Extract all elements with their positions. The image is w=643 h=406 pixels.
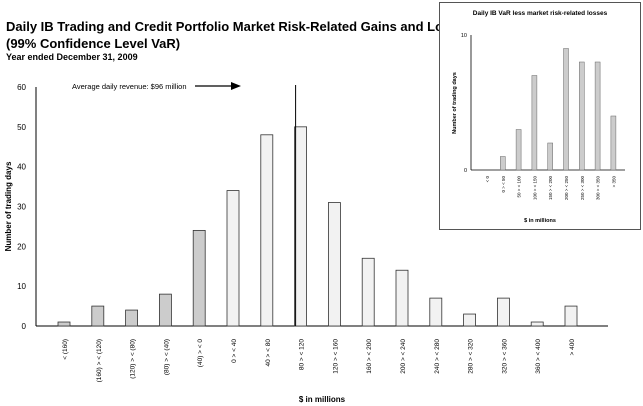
x-tick-label: (40) > < 0 [197, 339, 204, 368]
inset-x-tick-label: < 0 [485, 176, 490, 183]
x-tick-label: 80 > < 120 [299, 339, 306, 370]
y-tick-label: 60 [17, 83, 26, 92]
bar [564, 305, 578, 327]
x-tick-label: 280 > < 320 [468, 339, 475, 374]
x-tick-label: (80) > < (40) [163, 339, 170, 375]
inset-bar [563, 48, 569, 171]
bar [226, 190, 240, 327]
y-tick-label: 10 [17, 282, 26, 291]
x-tick-label: (120) > < (80) [130, 339, 137, 379]
bar [57, 321, 71, 327]
bar [530, 321, 544, 327]
x-axis-title: $ in millions [299, 395, 346, 404]
inset-x-tick-label: 0 > < 50 [501, 176, 506, 193]
bar [294, 126, 308, 327]
x-tick-label: 360 > < 400 [535, 339, 542, 374]
inset-bar [594, 61, 601, 171]
inset-x-tick-label: 200 > < 250 [564, 176, 569, 201]
inset-bar [500, 156, 506, 171]
inset-x-tick-label: 100 > < 150 [532, 176, 537, 201]
inset-bar [531, 75, 538, 171]
x-tick-label: 240 > < 280 [434, 339, 441, 374]
inset-y-tick-label: 10 [461, 33, 467, 39]
inset-x-tick-label: 50 > < 100 [517, 176, 522, 198]
inset-bar [579, 61, 585, 171]
y-tick-label: 40 [17, 163, 26, 172]
y-tick-label: 20 [17, 242, 26, 251]
inset-y-tick-label: 0 [464, 168, 467, 174]
bar [496, 297, 510, 327]
x-tick-label: 320 > < 360 [501, 339, 508, 374]
x-tick-label: 120 > < 160 [332, 339, 339, 374]
bar [91, 305, 105, 327]
x-tick-label: 160 > < 200 [366, 339, 373, 374]
average-annotation: Average daily revenue: $96 million [72, 82, 187, 91]
x-tick-label: 0 > < 40 [231, 339, 238, 363]
inset-x-tick-label: 150 > < 200 [548, 176, 553, 201]
inset-title: Daily IB VaR less market risk-related lo… [473, 10, 608, 17]
bar [395, 269, 409, 327]
bar [125, 309, 138, 327]
inset-bar [547, 142, 553, 171]
x-tick-label: 40 > < 80 [265, 339, 272, 367]
x-tick-label: 200 > < 240 [400, 339, 407, 374]
bar [158, 293, 172, 327]
bar [463, 313, 477, 327]
inset-y-axis-title: Number of trading days [452, 72, 458, 134]
y-tick-label: 30 [17, 203, 26, 212]
bar [260, 134, 274, 327]
inset-x-tick-label: 250 > < 300 [580, 176, 585, 201]
inset-chart-frame [439, 2, 641, 230]
bar [429, 297, 443, 327]
annotation-arrow-head [231, 82, 241, 90]
inset-x-tick-label: 300 > < 350 [596, 176, 601, 201]
bar [361, 257, 375, 327]
inset-x-tick-label: > 350 [611, 176, 616, 188]
inset-bar [610, 115, 617, 171]
chart-subtitle: (99% Confidence Level VaR) [6, 36, 181, 51]
x-tick-label: < (160) [62, 339, 69, 360]
y-tick-label: 50 [17, 123, 26, 132]
inset-bar [515, 129, 522, 171]
chart-title: Daily IB Trading and Credit Portfolio Ma… [6, 19, 472, 34]
y-tick-label: 0 [22, 322, 27, 331]
inset-x-axis-title: $ in millions [524, 218, 556, 224]
bar [192, 229, 206, 327]
x-tick-label: (160) > < (120) [96, 339, 103, 382]
y-axis-title: Number of trading days [4, 161, 13, 251]
x-tick-label: > 400 [569, 339, 576, 356]
chart-caption: Year ended December 31, 2009 [6, 52, 138, 62]
bar [327, 202, 341, 327]
